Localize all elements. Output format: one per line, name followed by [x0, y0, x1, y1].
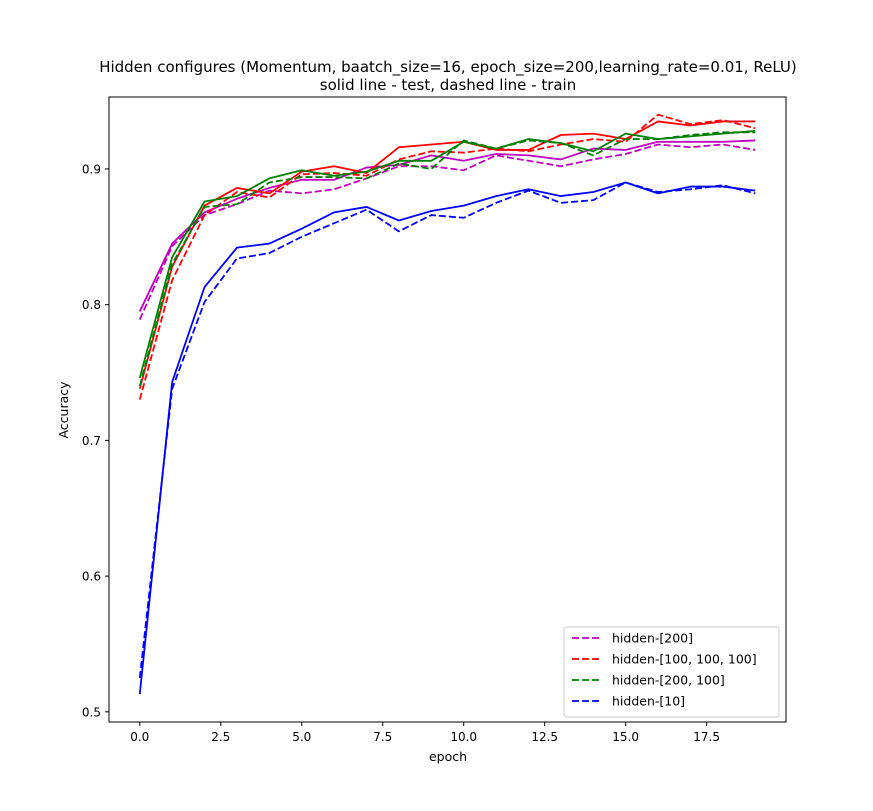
- y-tick-label: 0.5: [82, 705, 101, 719]
- series-test-hidden-10: [138, 181, 756, 695]
- series-test-hidden-100-100-100: [138, 120, 756, 390]
- legend-box: [563, 626, 780, 718]
- x-tick-label: 12.5: [531, 730, 558, 744]
- x-axis-label: epoch: [429, 749, 467, 764]
- series-layer: [138, 113, 756, 695]
- series-train-hidden-200: [138, 143, 756, 320]
- series-train-hidden-10: [138, 181, 756, 678]
- y-tick-label: 0.7: [82, 434, 101, 448]
- y-axis-label: Accuracy: [56, 381, 71, 439]
- axes-layer: 0.0 2.5 5.0 7.5 10.0 12.5 15.0 17.5 0.5 0.6 0.7 0.8…: [82, 96, 787, 744]
- legend-label: hidden-[200]: [612, 631, 693, 646]
- legend-label: hidden-[200, 100]: [612, 673, 725, 688]
- series-test-hidden-200-100: [138, 130, 756, 379]
- legend-label: hidden-[100, 100, 100]: [612, 652, 757, 667]
- y-tick-label: 0.8: [82, 298, 101, 312]
- x-tick-label: 17.5: [693, 730, 720, 744]
- x-tick-label: 7.5: [373, 730, 392, 744]
- chart-subtitle: solid line - test, dashed line - train: [320, 76, 576, 94]
- x-tick-label: 0.0: [130, 730, 149, 744]
- legend-label: hidden-[10]: [612, 694, 685, 709]
- chart-title: Hidden configures (Momentum, baatch_size…: [99, 58, 797, 77]
- x-tick-label: 5.0: [292, 730, 311, 744]
- y-tick-label: 0.6: [82, 570, 101, 584]
- series-train-hidden-200-100: [138, 131, 756, 387]
- plot-frame: [108, 96, 787, 723]
- series-test-hidden-200: [138, 139, 756, 312]
- legend: hidden-[200] hidden-[100, 100, 100] hidden…: [563, 626, 780, 718]
- x-tick-label: 2.5: [211, 730, 230, 744]
- x-tick-label: 10.0: [450, 730, 477, 744]
- y-tick-label: 0.9: [82, 162, 101, 176]
- x-tick-label: 15.0: [612, 730, 639, 744]
